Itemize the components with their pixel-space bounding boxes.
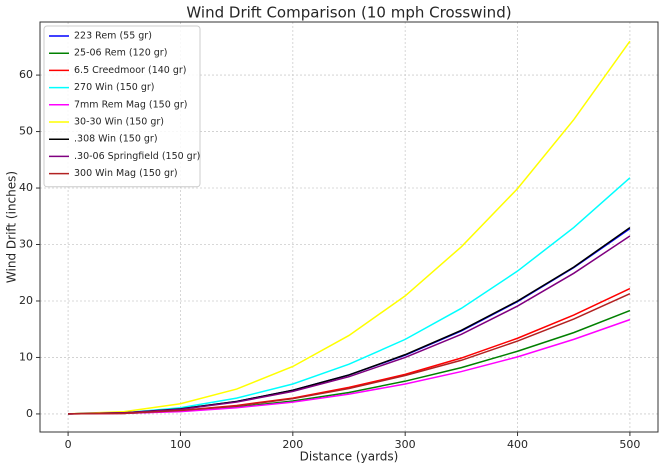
plot-frame [39,21,659,433]
chart-title: Wind Drift Comparison (10 mph Crosswind) [186,4,511,22]
legend-label: 7mm Rem Mag (150 gr) [74,99,187,110]
series-line [68,292,631,415]
legend-label: 270 Win (150 gr) [74,82,155,93]
legend-label: .308 Win (150 gr) [74,134,158,145]
series-line [68,235,631,415]
y-tick-label: 50 [19,125,33,138]
y-axis-label: Wind Drift (inches) [5,171,19,283]
y-tick-label: 40 [19,181,33,194]
legend: 223 Rem (55 gr) 25-06 Rem (120 gr) 6.5 Cre… [43,25,201,188]
series-line [68,226,631,415]
legend-label: .30-06 Springfield (150 gr) [74,151,200,162]
y-tick-label: 0 [26,407,33,420]
legend-label: 6.5 Creedmoor (140 gr) [74,65,186,76]
y-tick-label: 10 [19,350,33,363]
series-line [68,228,631,415]
series-line [68,177,631,415]
y-tick-label: 30 [19,238,33,251]
x-tick-label: 100 [170,438,191,451]
series-line [68,287,631,415]
x-tick-label: 400 [507,438,528,451]
legend-label: 223 Rem (55 gr) [74,31,152,42]
x-tick-label: 300 [395,438,416,451]
x-axis-label: Distance (yards) [300,450,399,464]
series-line [68,40,631,415]
x-tick-label: 0 [65,438,72,451]
x-tick-label: 200 [282,438,303,451]
y-tick-label: 60 [19,68,33,81]
series-line [68,318,631,415]
legend-box [43,25,201,188]
legend-label: 300 Win Mag (150 gr) [74,168,178,179]
legend-label: 30-30 Win (150 gr) [74,117,164,128]
legend-label: 25-06 Rem (120 gr) [74,48,167,59]
x-tick-label: 500 [619,438,640,451]
y-tick-label: 20 [19,294,33,307]
